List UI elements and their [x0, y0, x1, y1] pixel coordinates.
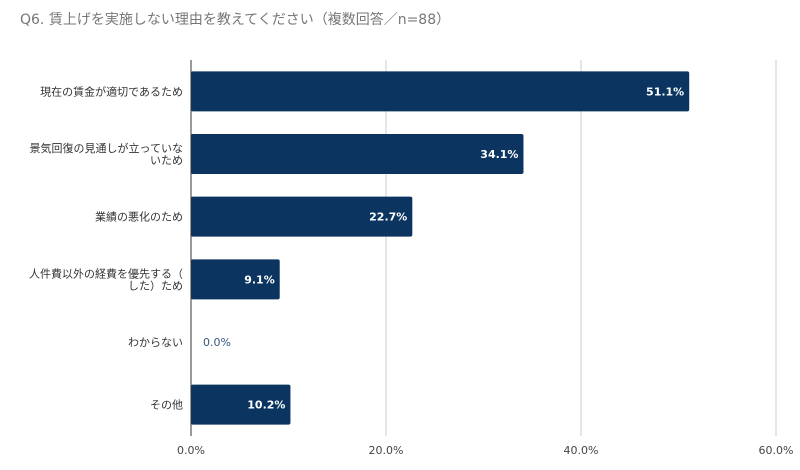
category-label: 景気回復の見通しが立っていな	[30, 141, 183, 155]
category-label: した）ため	[128, 279, 183, 292]
data-label: 10.2%	[247, 399, 285, 412]
category-label: わからない	[128, 336, 183, 349]
x-tick-label: 40.0%	[564, 444, 599, 457]
bar	[191, 71, 690, 112]
x-tick-label: 20.0%	[369, 444, 404, 457]
category-label: その他	[150, 399, 183, 412]
bar	[191, 384, 291, 425]
x-tick-label: 60.0%	[759, 444, 794, 457]
bar	[191, 134, 524, 174]
chart-title: Q6. 賃上げを実施しない理由を教えてください（複数回答／n=88）	[20, 12, 451, 28]
data-label: 0.0%	[203, 336, 231, 349]
data-label: 9.1%	[244, 273, 275, 286]
category-label: 人件費以外の経費を優先する（	[29, 266, 183, 280]
bar	[191, 196, 413, 237]
category-label: 業績の悪化のため	[95, 210, 183, 224]
data-label: 22.7%	[369, 211, 407, 224]
data-label: 34.1%	[480, 148, 518, 161]
category-label: いため	[150, 154, 183, 167]
data-label: 51.1%	[646, 85, 684, 98]
category-label: 現在の賃金が適切であるため	[40, 84, 183, 98]
x-tick-label: 0.0%	[177, 444, 205, 457]
bar	[191, 259, 280, 300]
